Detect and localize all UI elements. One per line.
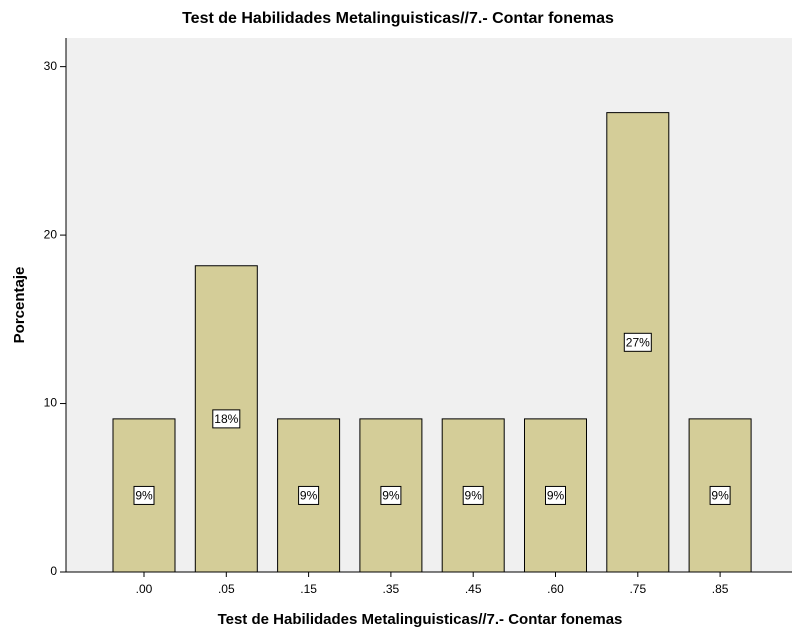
data-label: 9%	[382, 489, 400, 503]
x-tick-label: .00	[136, 582, 153, 596]
data-label: 9%	[547, 489, 565, 503]
data-label-box	[133, 485, 155, 505]
x-tick-label: .35	[383, 582, 400, 596]
plot-area	[66, 38, 792, 572]
data-label-box	[462, 485, 484, 505]
y-tick-label: 30	[44, 59, 58, 73]
x-tick-label: .15	[300, 582, 317, 596]
data-label-box	[212, 409, 241, 429]
chart-title: Test de Habilidades Metalinguisticas//7.…	[182, 10, 614, 27]
data-label: 9%	[135, 489, 153, 503]
x-tick-label: .05	[218, 582, 235, 596]
data-label-box	[623, 332, 652, 352]
x-tick-label: .85	[712, 582, 729, 596]
y-tick-label: 0	[50, 564, 57, 578]
data-label-box	[298, 485, 320, 505]
data-label: 27%	[626, 335, 650, 349]
y-tick-label: 10	[44, 396, 58, 410]
data-label: 9%	[711, 489, 729, 503]
x-tick-label: .60	[547, 582, 564, 596]
x-tick-label: .75	[629, 582, 646, 596]
data-label: 18%	[214, 412, 238, 426]
x-tick-label: .45	[465, 582, 482, 596]
data-label-box	[380, 485, 402, 505]
data-label: 9%	[465, 489, 483, 503]
y-axis-title: Porcentaje	[11, 267, 28, 344]
x-axis-title: Test de Habilidades Metalinguisticas//7.…	[218, 611, 623, 628]
data-label-box	[545, 485, 566, 505]
data-label-box	[709, 485, 731, 505]
data-label: 9%	[300, 489, 318, 503]
y-tick-label: 20	[44, 227, 58, 241]
